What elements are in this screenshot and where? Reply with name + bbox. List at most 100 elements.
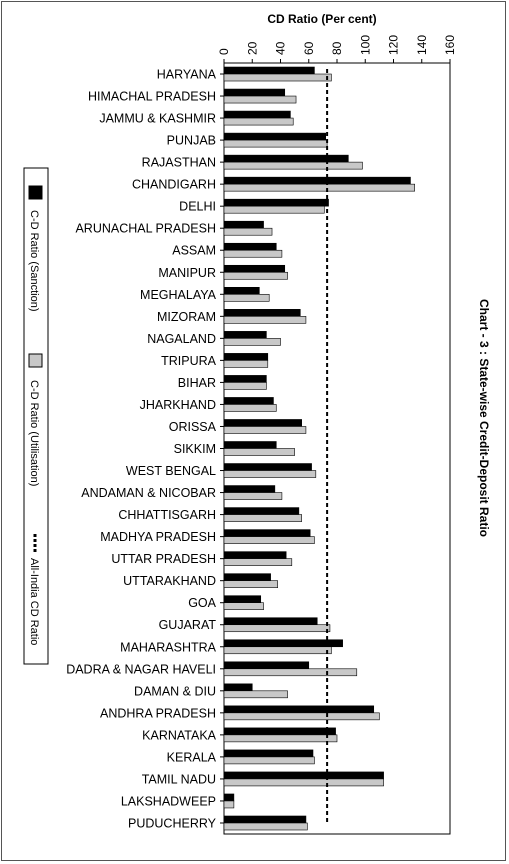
bar-utilisation — [223, 183, 415, 192]
category-label: MIZORAM — [157, 310, 216, 324]
category-label: UTTAR PRADESH — [111, 552, 216, 566]
bar-utilisation — [223, 734, 338, 743]
category-label: GOA — [188, 596, 216, 610]
category-label: ASSAM — [172, 244, 216, 258]
category-label: HARYANA — [157, 68, 217, 82]
category-label: KARNATAKA — [142, 728, 217, 742]
legend-label-sanction: C-D Ratio (Sanction) — [28, 210, 40, 311]
bar-utilisation — [223, 580, 278, 588]
bar-utilisation — [223, 536, 315, 544]
category-label: HIMACHAL PRADESH — [88, 90, 216, 104]
bar-sanction — [223, 573, 271, 581]
chart-title: Chart - 3 : State-wise Credit-Deposit Ra… — [477, 299, 491, 537]
bar-sanction — [223, 463, 312, 471]
category-label: TAMIL NADU — [142, 772, 216, 786]
bar-sanction — [223, 815, 307, 824]
bar-utilisation — [223, 139, 328, 148]
bar-sanction — [223, 793, 235, 802]
bar-sanction — [223, 264, 286, 273]
bar-sanction — [223, 771, 384, 780]
bar-sanction — [223, 309, 301, 317]
category-label: MEGHALAYA — [140, 288, 217, 302]
bar-utilisation — [223, 117, 294, 126]
x-tick-label: 140 — [415, 35, 429, 55]
bar-utilisation — [223, 316, 307, 324]
bar-sanction — [223, 132, 326, 141]
category-label: PUNJAB — [167, 134, 216, 148]
x-tick-label: 40 — [274, 41, 288, 55]
x-tick-label: 100 — [358, 35, 372, 55]
bar-sanction — [223, 727, 336, 736]
category-label: PUDUCHERRY — [128, 816, 217, 830]
category-label: MANIPUR — [158, 266, 216, 280]
bar-utilisation — [223, 492, 283, 500]
category-label: LAKSHADWEEP — [121, 794, 216, 808]
bar-utilisation — [223, 205, 325, 214]
bar-sanction — [223, 639, 343, 648]
bar-sanction — [223, 683, 253, 692]
bar-utilisation — [223, 602, 264, 611]
category-label: ORISSA — [169, 420, 217, 434]
category-label: BIHAR — [178, 376, 216, 390]
bar-sanction — [223, 595, 262, 604]
bar-sanction — [223, 286, 260, 295]
bar-sanction — [223, 397, 274, 405]
bar-utilisation — [223, 514, 302, 522]
category-label: NAGALAND — [147, 332, 216, 346]
bar-sanction — [223, 375, 267, 383]
bar-utilisation — [223, 800, 235, 809]
bar-sanction — [223, 617, 318, 626]
x-tick-label: 120 — [387, 35, 401, 55]
bar-sanction — [223, 661, 310, 670]
category-label: TRIPURA — [161, 354, 217, 368]
bar-utilisation — [223, 360, 269, 368]
category-label: JAMMU & KASHMIR — [99, 112, 216, 126]
category-label: SIKKIM — [174, 442, 216, 456]
bar-sanction — [223, 705, 375, 714]
x-tick-label: 0 — [217, 48, 231, 55]
legend-swatch-sanction — [28, 185, 43, 200]
category-label: DAMAN & DIU — [134, 684, 216, 698]
bar-sanction — [223, 485, 276, 493]
plot-area — [220, 62, 451, 835]
x-axis-ticks: 0 20 40 60 80 100 120 140 160 — [217, 35, 457, 63]
bar-utilisation — [223, 426, 307, 434]
bar-utilisation — [223, 249, 283, 258]
bar-utilisation — [223, 382, 267, 390]
bar-sanction — [223, 220, 264, 229]
category-labels: HARYANA HIMACHAL PRADESH JAMMU & KASHMIR PU… — [66, 68, 216, 831]
legend: C-D Ratio (Sanction) C-D Ratio (Utilisat… — [23, 167, 49, 665]
category-label: DADRA & NAGAR HAVELI — [66, 662, 216, 676]
bar-sanction — [223, 66, 315, 75]
category-label: RAJASTHAN — [142, 156, 216, 170]
bar-utilisation — [223, 712, 380, 721]
legend-label-reference: All-India CD Ratio — [28, 558, 40, 645]
bar-sanction — [223, 331, 267, 339]
bar-utilisation — [223, 227, 273, 236]
bar-sanction — [223, 110, 291, 119]
bar-utilisation — [223, 95, 297, 104]
bar-utilisation — [223, 756, 315, 765]
category-label: DELHI — [179, 200, 216, 214]
category-label: UTTARAKHAND — [123, 574, 216, 588]
bar-utilisation — [223, 293, 270, 302]
bar-utilisation — [223, 73, 332, 82]
bar-utilisation — [223, 778, 384, 787]
category-label: MAHARASHTRA — [120, 640, 217, 654]
bar-utilisation — [223, 822, 308, 831]
bar-sanction — [223, 242, 277, 251]
bar-sanction — [223, 353, 269, 361]
category-label: WEST BENGAL — [126, 464, 216, 478]
category-label: ANDAMAN & NICOBAR — [81, 486, 216, 500]
bar-sanction — [223, 507, 300, 515]
category-label: MADHYA PRADESH — [100, 530, 216, 544]
category-label: GUJARAT — [159, 618, 217, 632]
bar-utilisation — [223, 690, 288, 699]
category-label: ANDHRA PRADESH — [100, 706, 216, 720]
category-label: CHANDIGARH — [132, 178, 216, 192]
x-tick-label: 80 — [330, 41, 344, 55]
x-axis-title: CD Ratio (Per cent) — [267, 12, 376, 26]
bar-utilisation — [223, 338, 281, 346]
